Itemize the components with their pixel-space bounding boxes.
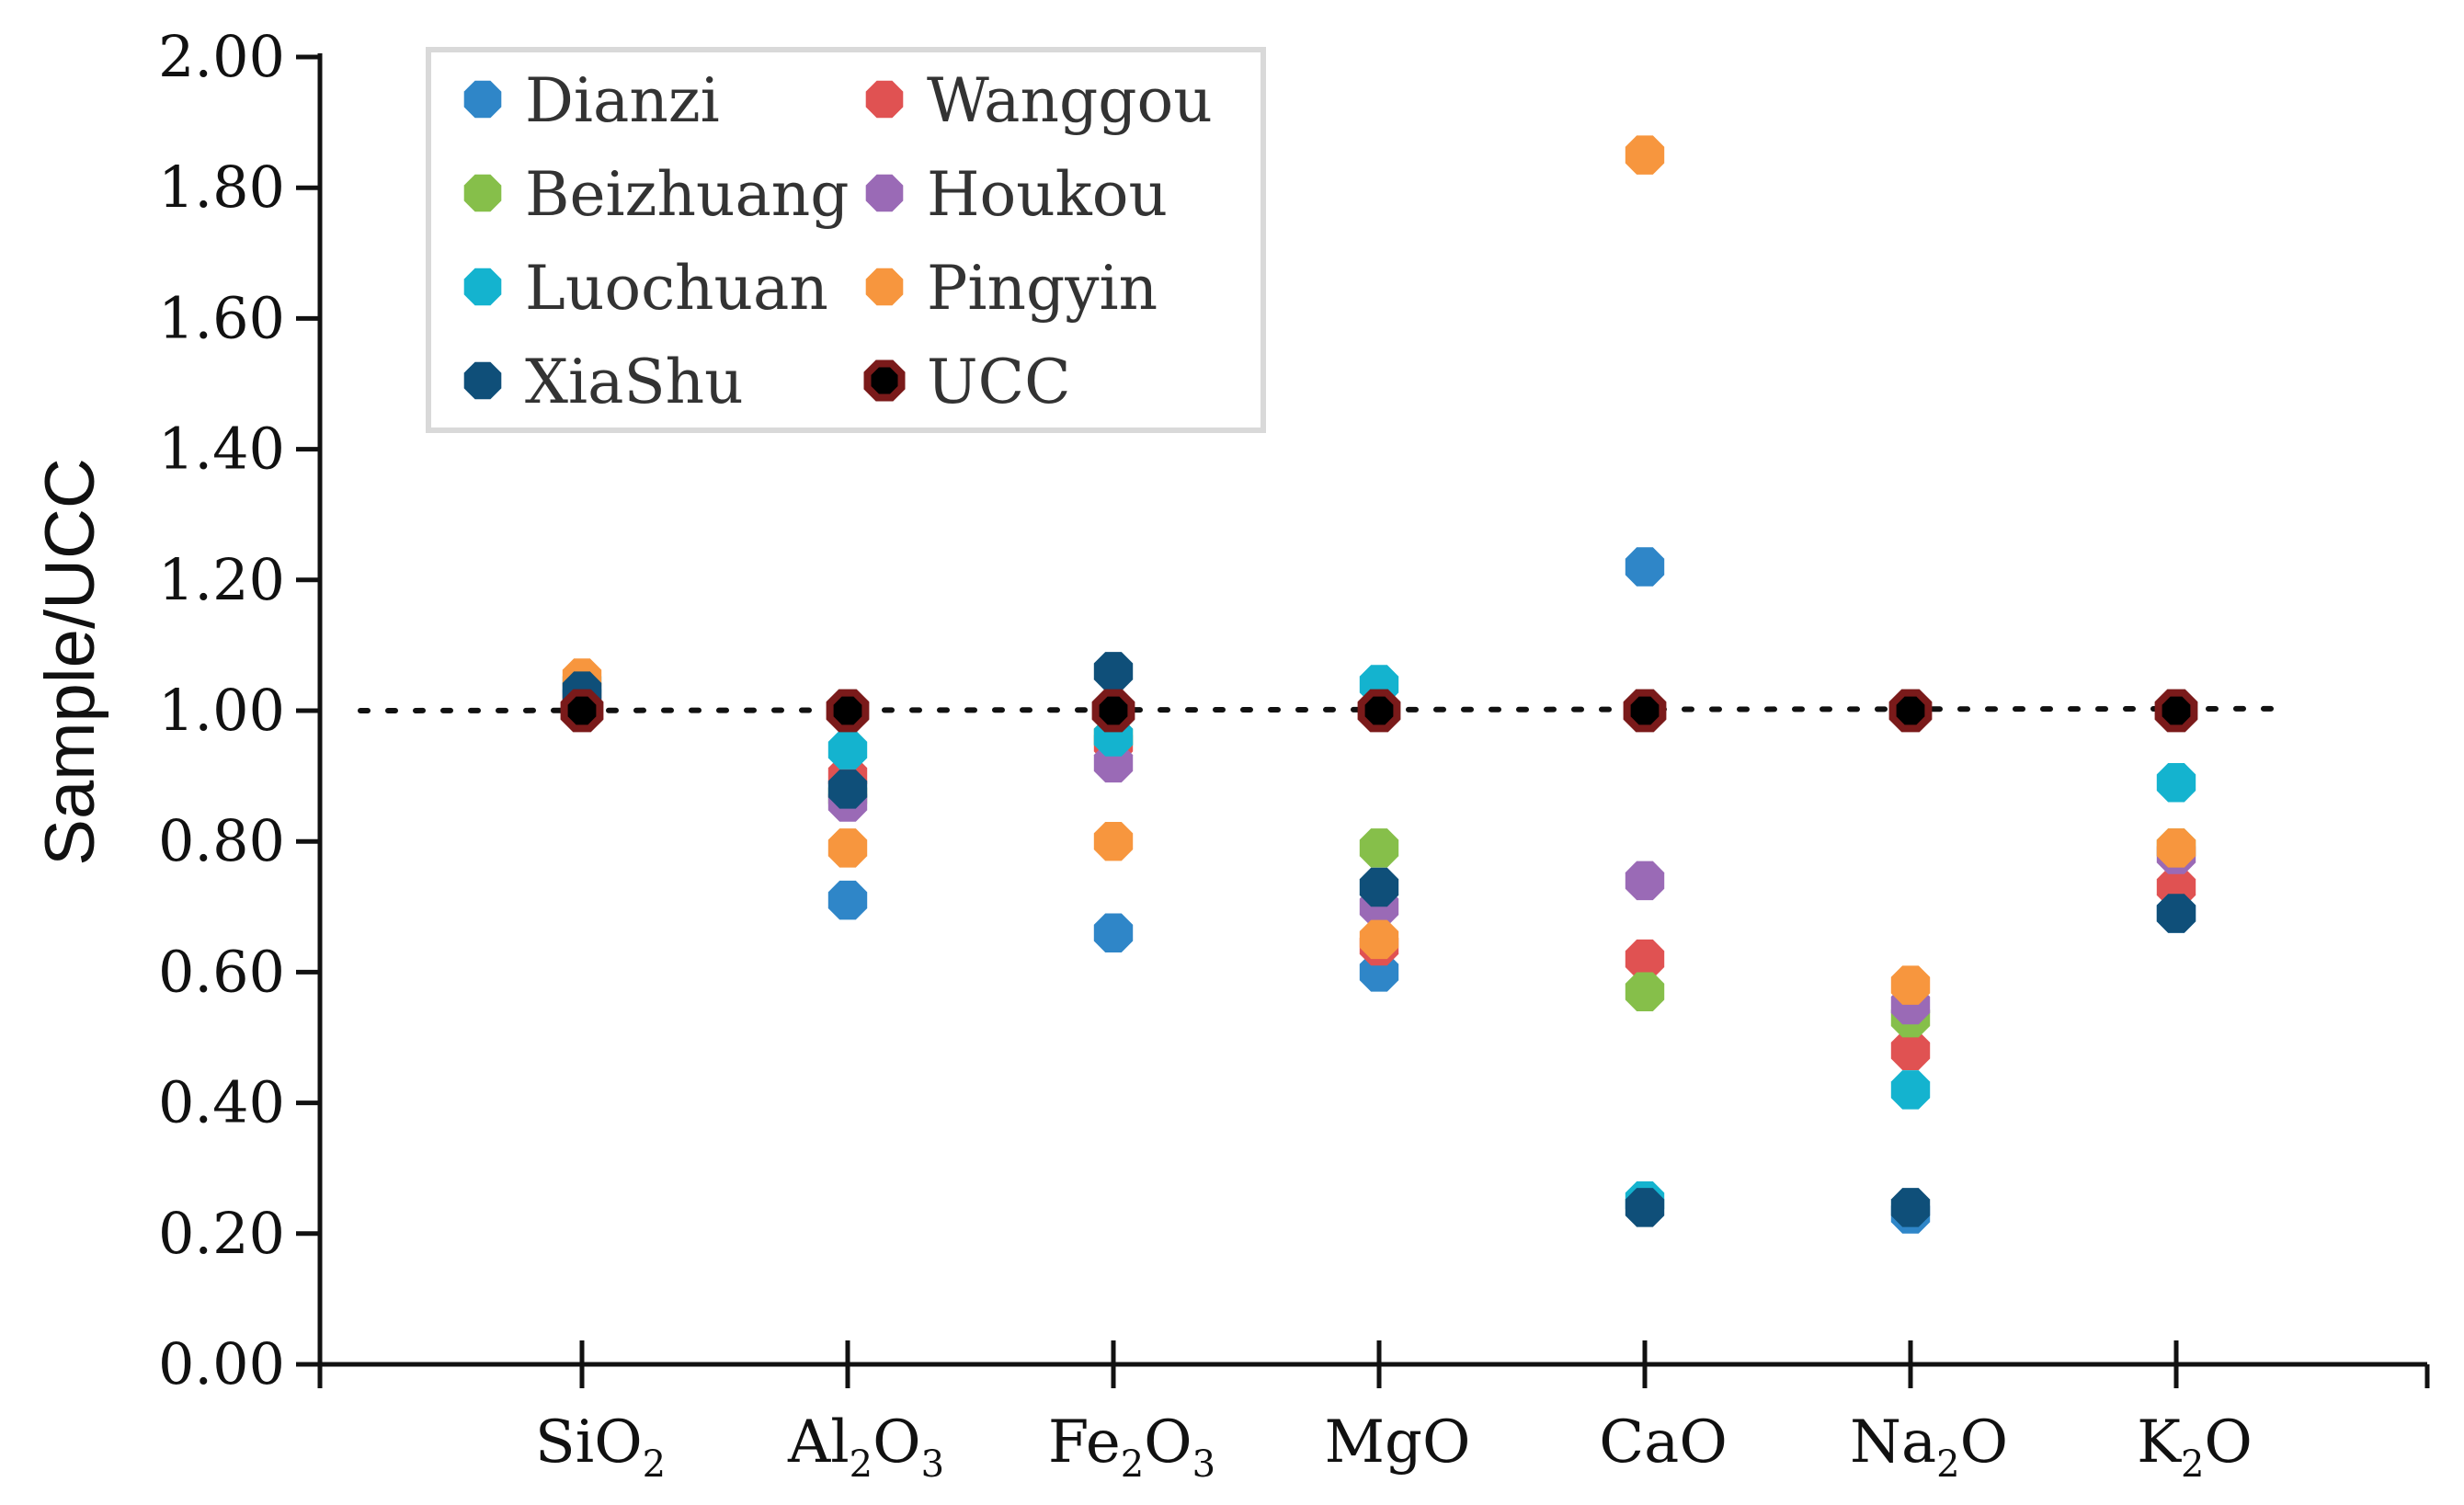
point-luochuan bbox=[1890, 1070, 1931, 1110]
x-tick-label: CaO bbox=[1599, 1408, 1728, 1476]
legend-marker-houkou bbox=[865, 174, 904, 212]
point-xiashu bbox=[1359, 867, 1399, 907]
legend-marker-beizhuang bbox=[463, 174, 502, 212]
x-tick-label: Na2O bbox=[1850, 1408, 2008, 1486]
y-tick-label: 1.20 bbox=[158, 546, 285, 613]
legend-marker-ucc bbox=[863, 359, 906, 402]
y-axis: 0.00 0.20 0.40 0.60 0.80 1.00 1.20 1.40 1.60 1.80… bbox=[158, 23, 323, 1397]
point-pingyin bbox=[1359, 919, 1399, 960]
point-ucc bbox=[1888, 689, 1933, 733]
point-luochuan bbox=[827, 730, 868, 770]
point-xiashu bbox=[1890, 1188, 1931, 1227]
point-xiashu bbox=[1093, 652, 1134, 691]
point-pingyin bbox=[2156, 828, 2196, 868]
y-tick-label: 0.80 bbox=[158, 807, 285, 874]
point-pingyin bbox=[827, 828, 868, 868]
legend-label-pingyin: Pingyin bbox=[927, 253, 1158, 324]
legend-label-beizhuang: Beizhuang bbox=[525, 159, 850, 230]
point-beizhuang bbox=[1359, 828, 1399, 868]
point-beizhuang bbox=[1625, 972, 1665, 1011]
legend-marker-luochuan bbox=[463, 268, 502, 306]
point-ucc bbox=[1623, 689, 1667, 733]
point-ucc bbox=[826, 689, 870, 733]
point-xiashu bbox=[1625, 1188, 1665, 1227]
point-dianzi bbox=[1093, 913, 1134, 952]
point-ucc bbox=[2154, 689, 2198, 733]
reference-line-1 bbox=[358, 705, 2292, 713]
point-ucc bbox=[560, 689, 604, 733]
point-xiashu bbox=[827, 770, 868, 809]
legend-marker-xiashu bbox=[463, 361, 502, 400]
legend: Dianzi Wanggou Beizhuang Houkou Luochuan Ping… bbox=[426, 47, 1266, 433]
x-tick-label: SiO2 bbox=[535, 1408, 666, 1486]
y-axis-title: Sample/UCC bbox=[31, 458, 109, 865]
y-tick-label: 0.60 bbox=[158, 938, 285, 1005]
y-tick-label: 2.00 bbox=[158, 23, 285, 90]
y-tick-label: 0.40 bbox=[158, 1069, 285, 1136]
legend-label-dianzi: Dianzi bbox=[525, 65, 720, 136]
y-tick-label: 1.80 bbox=[158, 154, 285, 221]
point-xiashu bbox=[2156, 894, 2196, 933]
legend-label-houkou: Houkou bbox=[927, 159, 1168, 230]
point-wanggou bbox=[1890, 1031, 1931, 1070]
y-tick-label: 1.40 bbox=[158, 416, 285, 483]
point-dianzi bbox=[1625, 547, 1665, 587]
legend-label-wanggou: Wanggou bbox=[927, 65, 1213, 136]
y-tick-label: 0.20 bbox=[158, 1200, 285, 1267]
x-tick-label: Al2O3 bbox=[787, 1408, 944, 1486]
point-dianzi bbox=[827, 880, 868, 920]
legend-marker-pingyin bbox=[865, 268, 904, 306]
point-pingyin bbox=[1890, 965, 1931, 1005]
point-pingyin bbox=[1093, 822, 1134, 861]
legend-box bbox=[426, 47, 1266, 433]
x-tick-label: Fe2O3 bbox=[1048, 1408, 1215, 1486]
point-ucc bbox=[1357, 689, 1401, 733]
legend-label-luochuan: Luochuan bbox=[525, 253, 828, 324]
x-axis: SiO2 Al2O3 Fe2O3 MgO CaO Na2O K2O bbox=[317, 1340, 2430, 1486]
y-tick-label: 1.00 bbox=[158, 677, 285, 744]
legend-label-ucc: UCC bbox=[927, 347, 1071, 417]
x-tick-label: K2O bbox=[2137, 1408, 2253, 1486]
legend-label-xiashu: XiaShu bbox=[525, 347, 744, 417]
x-tick-label: MgO bbox=[1325, 1408, 1471, 1476]
legend-marker-wanggou bbox=[865, 80, 904, 119]
point-wanggou bbox=[1625, 939, 1665, 979]
legend-marker-dianzi bbox=[463, 80, 502, 119]
y-tick-label: 1.60 bbox=[158, 284, 285, 351]
data-points bbox=[560, 135, 2198, 1234]
point-pingyin bbox=[1625, 135, 1665, 175]
point-luochuan bbox=[2156, 763, 2196, 803]
point-ucc bbox=[1091, 689, 1135, 733]
y-tick-label: 0.00 bbox=[158, 1330, 285, 1397]
point-houkou bbox=[1625, 861, 1665, 901]
